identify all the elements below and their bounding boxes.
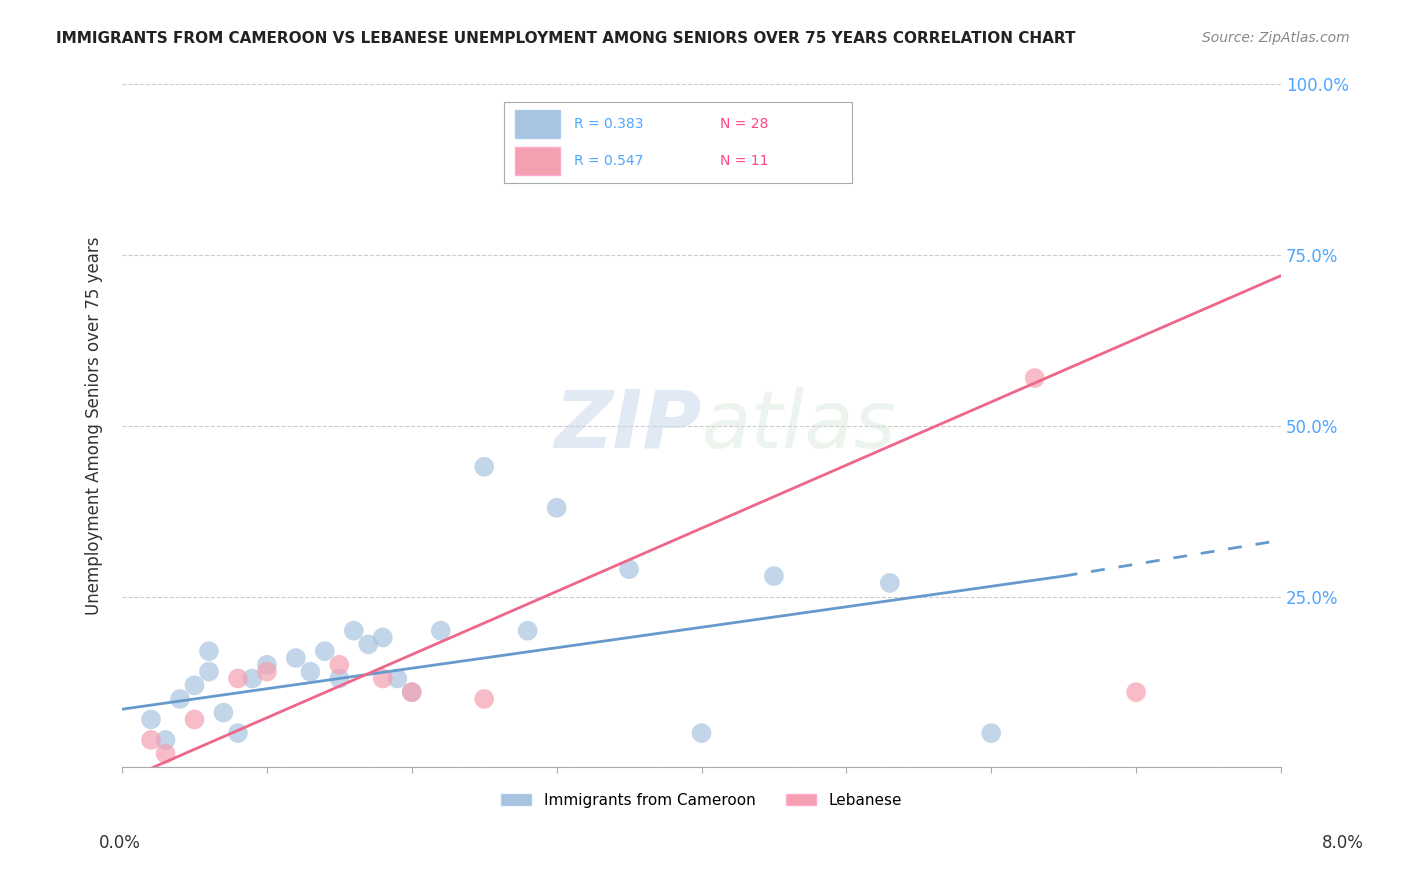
Point (256, 657, 278, 672)
Legend: Immigrants from Cameroon, Lebanese: Immigrants from Cameroon, Lebanese (495, 787, 908, 814)
Point (357, 637, 380, 651)
Point (183, 678, 205, 692)
Point (371, 672, 394, 686)
Point (472, 692, 495, 706)
Point (139, 733, 162, 747)
Point (429, 624, 451, 638)
Point (155, 747, 177, 761)
Point (401, 685, 423, 699)
Text: IMMIGRANTS FROM CAMEROON VS LEBANESE UNEMPLOYMENT AMONG SENIORS OVER 75 YEARS CO: IMMIGRANTS FROM CAMEROON VS LEBANESE UNE… (56, 31, 1076, 46)
Point (226, 726, 249, 740)
Point (472, 459, 495, 474)
Point (256, 665, 278, 679)
Point (212, 706, 235, 720)
Point (299, 665, 322, 679)
Text: 0.0%: 0.0% (98, 834, 141, 852)
Point (343, 624, 366, 638)
Point (226, 672, 249, 686)
Point (1125, 685, 1147, 699)
Point (198, 665, 221, 679)
Point (1024, 371, 1046, 385)
Point (198, 644, 221, 658)
Point (169, 692, 191, 706)
Point (242, 672, 264, 686)
Point (314, 644, 336, 658)
Point (980, 726, 1002, 740)
Point (328, 657, 350, 672)
Point (139, 713, 162, 727)
Point (617, 562, 640, 576)
Point (762, 569, 785, 583)
Y-axis label: Unemployment Among Seniors over 75 years: Unemployment Among Seniors over 75 years (86, 236, 103, 615)
Point (387, 672, 409, 686)
Point (284, 651, 307, 665)
Point (371, 631, 394, 645)
Text: atlas: atlas (702, 387, 896, 465)
Point (401, 685, 423, 699)
Point (516, 624, 538, 638)
Text: Source: ZipAtlas.com: Source: ZipAtlas.com (1202, 31, 1350, 45)
Text: ZIP: ZIP (554, 387, 702, 465)
Point (155, 733, 177, 747)
Text: 8.0%: 8.0% (1322, 834, 1364, 852)
Point (690, 726, 713, 740)
Point (183, 713, 205, 727)
Point (879, 575, 901, 590)
Point (546, 500, 568, 515)
Point (328, 672, 350, 686)
